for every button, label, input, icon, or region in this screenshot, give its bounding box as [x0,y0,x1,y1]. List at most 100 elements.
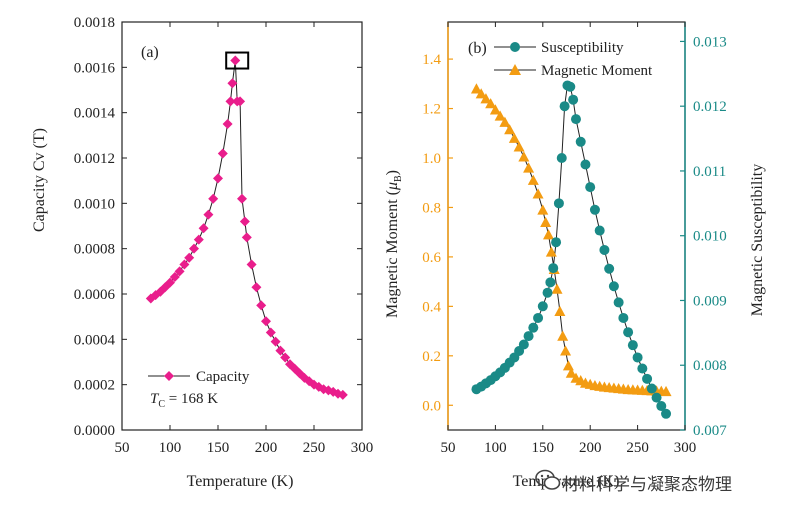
capacity-point [261,316,271,327]
panel-a-x-tick-label: 300 [351,440,374,456]
susceptibility-point [556,153,567,163]
panel-b-x-tick-label: 100 [484,440,507,456]
moment-label-mu: μ [384,182,401,191]
tc-value: = 168 K [165,391,218,407]
moment-point [527,174,539,185]
panel-a-y-tick-label: 0.0002 [74,378,115,394]
panel-a-frame [121,21,363,431]
capacity-point [169,272,180,282]
panel-b-right-y-tick-label: 0.008 [693,358,727,374]
panel-a-label: (a) [141,44,159,61]
panel-b-left-y-tick-label: 0.2 [422,349,441,365]
susceptibility-point [646,383,657,394]
panel-a-y-tick-label: 0.0016 [74,60,116,76]
panel-b-right-y-tick-label: 0.010 [693,229,727,245]
panel-b-x-ticks: 50 100 150 200 250 300 [441,22,696,456]
susceptibility-point [568,94,579,105]
panel-b-left-y-tick-label: 0.8 [422,200,441,216]
tc-annotation: TC = 168 K [150,391,218,410]
susceptibility-point [528,322,539,333]
panel-a-y-tick-label: 0.0004 [74,332,116,348]
panel-a-y-tick-label: 0.0010 [74,196,115,212]
capacity-point [246,259,257,270]
moment-point [485,98,497,109]
moment-point [557,330,569,341]
capacity-legend-marker [164,371,174,381]
panel-b-legend: Susceptibility Magnetic Moment [494,40,653,79]
moment-point [554,305,566,316]
panel-b-left-y-tick-label: 1.2 [422,102,441,118]
capacity-point [208,193,219,204]
panel-b-right-y-tick-label: 0.013 [693,34,727,50]
panel-b-x-tick-label: 150 [532,440,555,456]
capacity-point [174,266,185,277]
susceptibility-point [580,159,591,170]
susceptibility-point [537,301,548,312]
susceptibility-point [542,287,553,298]
susceptibility-point [589,204,600,215]
susceptibility-point [604,263,615,274]
moment-point [489,104,501,115]
panel-a-x-tick-label: 200 [255,440,278,456]
moment-point [540,216,552,227]
panel-a-y-tick-label: 0.0012 [74,151,115,167]
panel-b-x-tick-label: 200 [579,440,602,456]
susceptibility-point [661,408,672,419]
panel-a-x-ticks: 50 100 150 200 250 300 [115,22,374,456]
panel-b-left-y-tick-label: 1.0 [422,151,441,167]
moment-legend-marker [509,64,521,75]
moment-point [551,283,563,294]
moment-label-close: ) [384,170,401,175]
moment-point [542,229,554,240]
panel-a-chart: 0.0000 0.0002 0.0004 0.0006 0.0008 0.0010 0.00… [31,15,373,490]
capacity-point [227,78,238,89]
panel-b-x-axis-label: Temperature (K) [513,473,620,490]
susceptibility-point [518,339,529,350]
capacity-series-points [145,55,348,400]
capacity-point [184,252,195,263]
moment-point [545,246,557,257]
moment-point [560,345,572,356]
panel-a-x-tick-label: 50 [115,440,130,456]
capacity-point [193,234,204,245]
capacity-point [222,119,233,129]
panel-b-right-y-tick-label: 0.007 [693,423,727,439]
susceptibility-point [523,331,534,342]
capacity-point [270,336,281,347]
susceptibility-point [599,244,610,255]
susceptibility-point [594,225,605,236]
capacity-point [337,389,348,400]
panel-a-legend: Capacity TC = 168 K [148,369,250,410]
susceptibility-point [656,401,667,412]
panel-b-x-tick-label: 250 [626,440,649,456]
tc-subscript: C [158,399,165,410]
capacity-point [230,55,241,66]
capacity-point [280,352,291,363]
susceptibility-point [627,340,638,351]
tc-symbol: T [150,391,160,407]
moment-point [508,132,520,143]
panel-b-left-y-tick-label: 0.6 [422,250,441,266]
susceptibility-series-points [471,80,672,419]
peak-highlight-box [225,51,250,70]
panel-b-right-y-ticks: 0.007 0.008 0.009 0.010 0.011 0.012 0.013 [680,34,727,439]
capacity-series-line [150,60,343,396]
panel-b-left-y-tick-label: 0.0 [422,398,441,414]
panel-b-left-y-tick-label: 1.4 [422,52,441,68]
capacity-point [239,216,250,227]
moment-point [499,116,511,127]
susceptibility-legend-marker [510,42,520,52]
panel-a-y-tick-label: 0.0014 [74,106,116,122]
watermark-text: 材料科学与凝聚态物理 [562,475,732,495]
panel-a-x-tick-label: 100 [159,440,182,456]
panel-a-y-axis-label: Capacity Cv (T) [31,128,48,232]
capacity-point [275,345,286,356]
capacity-point [165,277,175,288]
moment-point [475,88,487,99]
moment-legend-label: Magnetic Moment [541,63,653,79]
susceptibility-point [551,237,562,248]
panel-b-right-y-tick-label: 0.009 [693,293,727,309]
susceptibility-point [548,263,559,274]
panel-b-label: (b) [468,40,487,57]
capacity-point [198,223,209,234]
